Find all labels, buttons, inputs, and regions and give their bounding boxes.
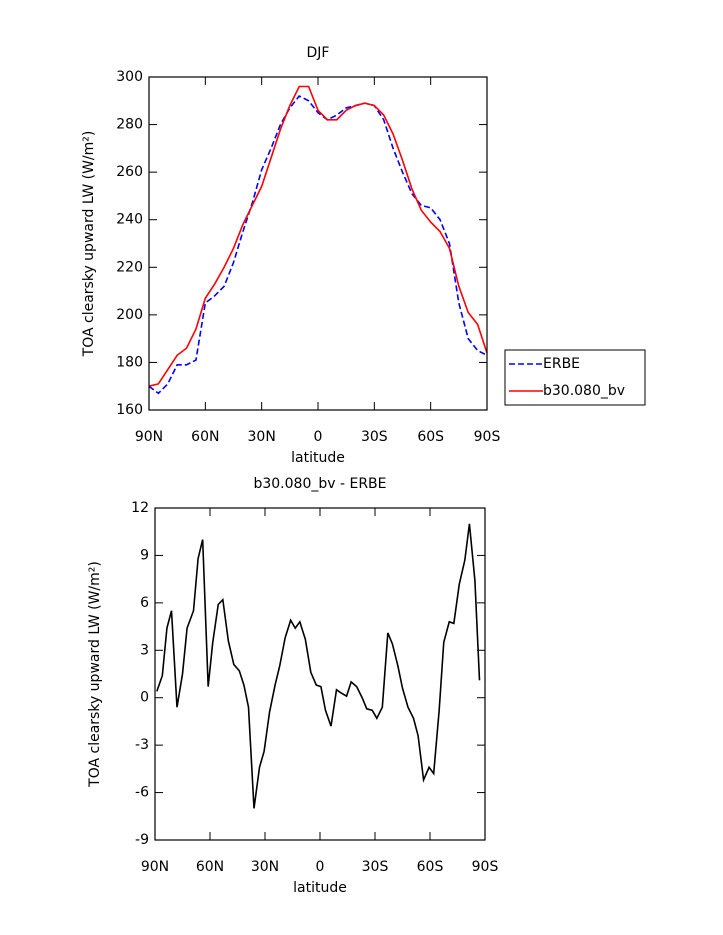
y-tick-label: 9	[140, 547, 149, 563]
y-tick-label: 200	[116, 307, 143, 323]
x-tick-label: 90N	[141, 859, 169, 875]
data-line	[148, 85, 488, 387]
y-tick-label: 0	[140, 690, 149, 706]
data-line	[156, 523, 481, 809]
x-tick-label: 60S	[417, 859, 444, 875]
x-tick-label: 30N	[251, 859, 279, 875]
y-axis-label: TOA clearsky upward LW (W/m²)	[81, 131, 97, 358]
legend-label: ERBE	[543, 356, 580, 372]
y-tick-label: 300	[116, 69, 143, 85]
y-tick-label: -6	[135, 785, 149, 801]
y-tick-label: -9	[135, 832, 149, 848]
y-tick-label: 3	[140, 642, 149, 658]
x-tick-label: 60N	[191, 429, 219, 445]
x-axis-label: latitude	[291, 450, 345, 466]
x-tick-label: 90S	[472, 859, 499, 875]
chart-title: b30.080_bv - ERBE	[253, 476, 386, 492]
plot-frame	[148, 76, 488, 411]
legend-box	[504, 349, 646, 406]
y-tick-label: 240	[116, 212, 143, 228]
x-tick-label: 90N	[135, 429, 163, 445]
y-axis-label: TOA clearsky upward LW (W/m²)	[87, 561, 103, 788]
y-tick-label: 280	[116, 117, 143, 133]
x-tick-label: 0	[316, 859, 325, 875]
y-tick-label: 180	[116, 354, 143, 370]
x-axis-label: latitude	[293, 880, 347, 896]
x-tick-label: 60S	[417, 429, 444, 445]
x-tick-label: 0	[314, 429, 323, 445]
x-tick-label: 90S	[474, 429, 501, 445]
x-tick-label: 30S	[361, 429, 388, 445]
y-tick-label: -3	[135, 737, 149, 753]
y-tick-label: 220	[116, 259, 143, 275]
plot-frame	[154, 507, 486, 841]
x-tick-label: 60N	[196, 859, 224, 875]
chart-title: DJF	[307, 45, 330, 61]
y-tick-label: 260	[116, 164, 143, 180]
y-tick-label: 12	[131, 500, 149, 516]
legend-label: b30.080_bv	[543, 383, 625, 399]
y-tick-label: 160	[116, 402, 143, 418]
x-tick-label: 30S	[362, 859, 389, 875]
data-line	[148, 95, 488, 395]
y-tick-label: 6	[140, 595, 149, 611]
x-tick-label: 30N	[248, 429, 276, 445]
